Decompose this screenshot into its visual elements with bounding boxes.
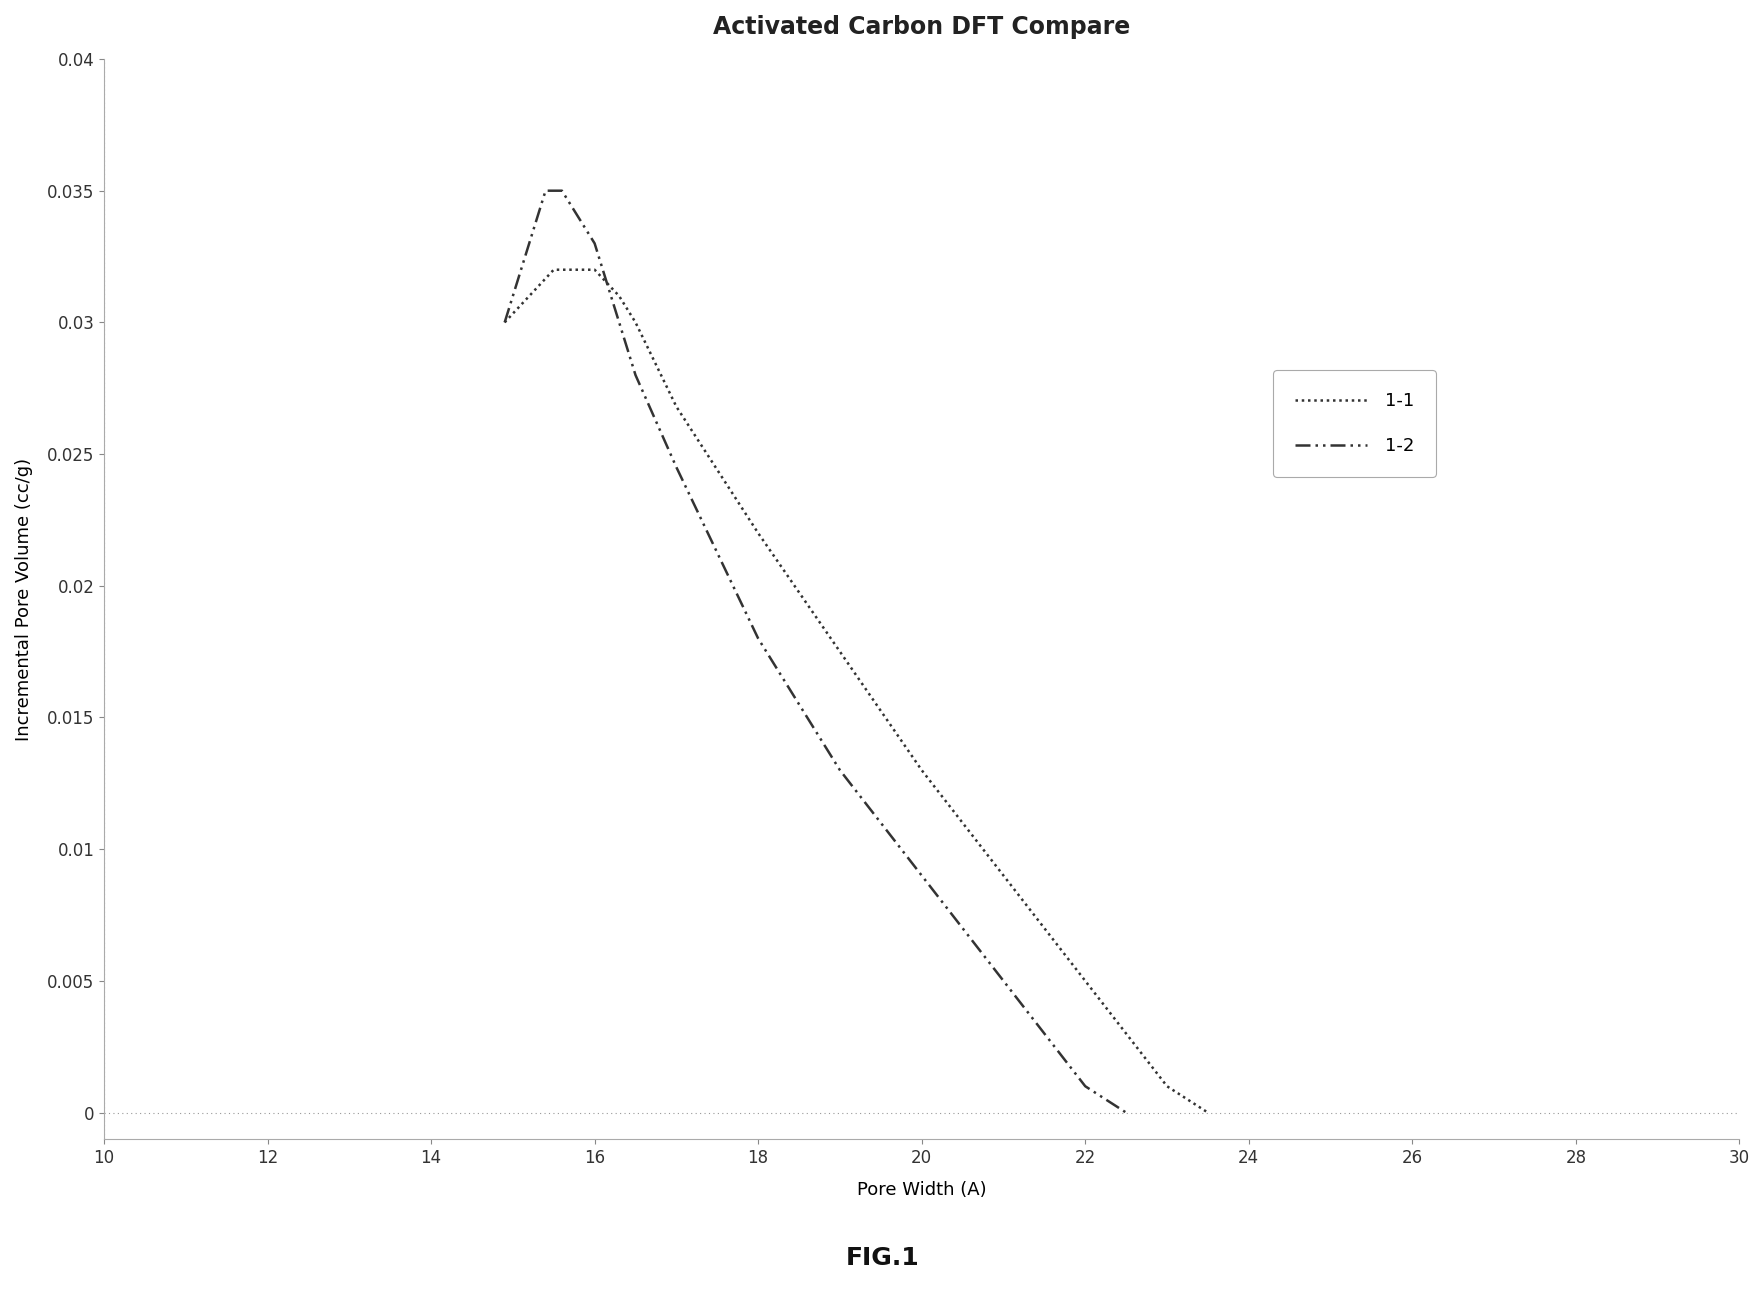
X-axis label: Pore Width (A): Pore Width (A) (856, 1180, 986, 1198)
1-1 (519, 288, 540, 303)
1-2 (829, 763, 850, 778)
Line: 1-2: 1-2 (505, 191, 1125, 1113)
1-1 (609, 288, 630, 303)
1-1 (584, 262, 605, 278)
1-2 (494, 315, 515, 330)
1-2 (1074, 1078, 1095, 1093)
1-1 (910, 763, 931, 778)
Line: 1-1: 1-1 (505, 270, 1207, 1113)
1-1 (494, 315, 515, 330)
1-2 (568, 209, 589, 225)
Y-axis label: Incremental Pore Volume (cc/g): Incremental Pore Volume (cc/g) (14, 457, 34, 741)
1-1 (543, 262, 564, 278)
1-1 (1155, 1078, 1177, 1093)
1-2 (550, 183, 572, 199)
1-1 (1074, 973, 1095, 989)
Legend: 1-1, 1-2: 1-1, 1-2 (1272, 371, 1436, 476)
Title: Activated Carbon DFT Compare: Activated Carbon DFT Compare (713, 15, 1129, 39)
1-2 (910, 868, 931, 883)
1-2 (1115, 1105, 1136, 1121)
1-2 (993, 973, 1014, 989)
1-2 (624, 368, 646, 383)
1-1 (829, 644, 850, 660)
1-2 (519, 236, 540, 252)
1-2 (534, 183, 556, 199)
Text: FIG.1: FIG.1 (845, 1246, 919, 1270)
1-2 (584, 236, 605, 252)
1-1 (568, 262, 589, 278)
1-2 (665, 460, 686, 475)
1-1 (993, 868, 1014, 883)
1-1 (748, 525, 769, 541)
1-1 (624, 315, 646, 330)
1-1 (665, 399, 686, 414)
1-2 (748, 631, 769, 647)
1-1 (1196, 1105, 1217, 1121)
